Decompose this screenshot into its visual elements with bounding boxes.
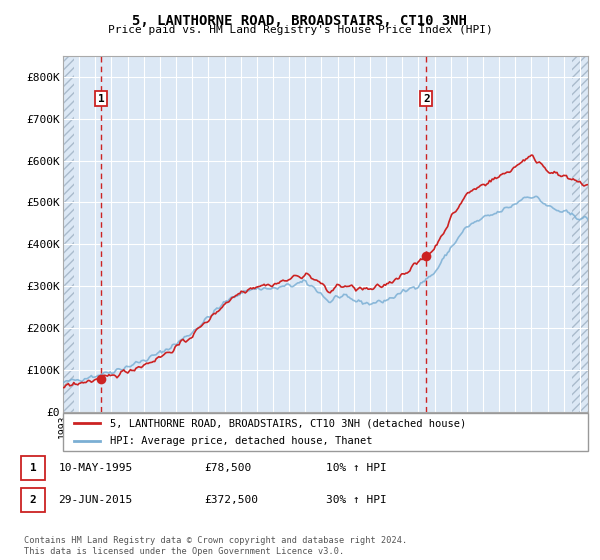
Text: 5, LANTHORNE ROAD, BROADSTAIRS, CT10 3NH: 5, LANTHORNE ROAD, BROADSTAIRS, CT10 3NH — [133, 14, 467, 28]
Text: HPI: Average price, detached house, Thanet: HPI: Average price, detached house, Than… — [110, 436, 373, 446]
FancyBboxPatch shape — [21, 488, 45, 512]
Text: 2: 2 — [29, 495, 37, 505]
Bar — [572, 56, 588, 412]
FancyBboxPatch shape — [21, 455, 45, 480]
Text: Price paid vs. HM Land Registry's House Price Index (HPI): Price paid vs. HM Land Registry's House … — [107, 25, 493, 35]
Text: Contains HM Land Registry data © Crown copyright and database right 2024.
This d: Contains HM Land Registry data © Crown c… — [24, 536, 407, 556]
Text: 2: 2 — [423, 94, 430, 104]
Text: 10% ↑ HPI: 10% ↑ HPI — [326, 463, 387, 473]
Text: 29-JUN-2015: 29-JUN-2015 — [59, 495, 133, 505]
Bar — [63, 56, 74, 412]
Text: £372,500: £372,500 — [204, 495, 258, 505]
Text: 10-MAY-1995: 10-MAY-1995 — [59, 463, 133, 473]
Text: 30% ↑ HPI: 30% ↑ HPI — [326, 495, 387, 505]
Text: 5, LANTHORNE ROAD, BROADSTAIRS, CT10 3NH (detached house): 5, LANTHORNE ROAD, BROADSTAIRS, CT10 3NH… — [110, 418, 467, 428]
Text: 1: 1 — [98, 94, 104, 104]
Text: £78,500: £78,500 — [204, 463, 251, 473]
Text: 1: 1 — [29, 463, 37, 473]
FancyBboxPatch shape — [63, 413, 588, 451]
